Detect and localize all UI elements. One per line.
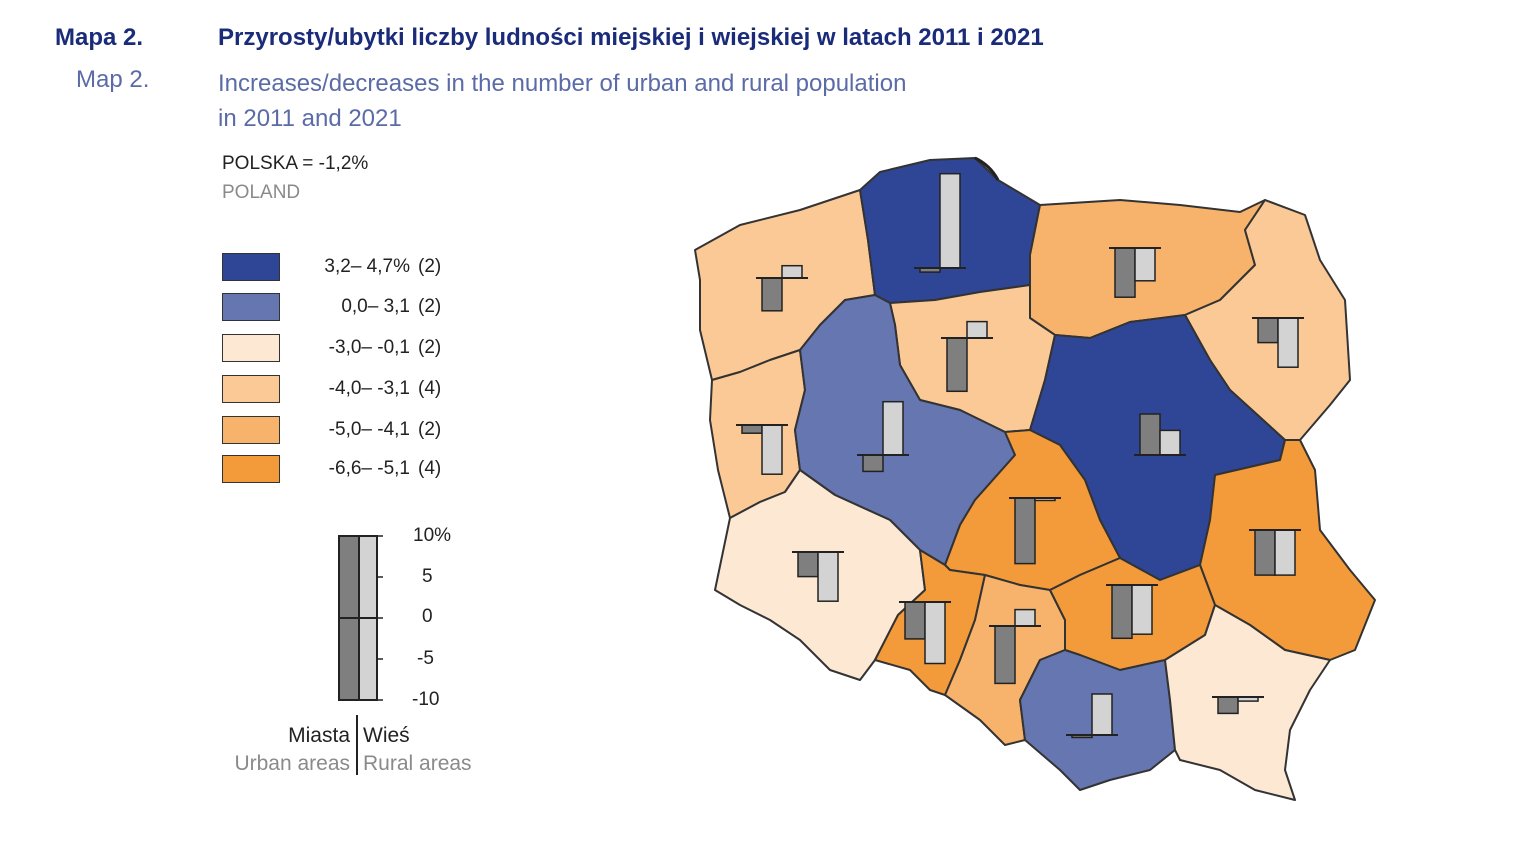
map-number-en: Map 2.: [76, 66, 150, 93]
rural-bar: [1274, 529, 1296, 576]
bars-slaskie: [989, 608, 1041, 685]
scale-tick: 0: [422, 606, 433, 627]
rural-bar: [781, 264, 803, 279]
rural-bar: [1134, 247, 1156, 282]
map-number-pl: Mapa 2.: [55, 24, 144, 51]
legend-swatch: [222, 334, 280, 362]
rural-bar: [1159, 429, 1181, 456]
legend-swatch: [222, 455, 280, 483]
legend-swatch: [222, 416, 280, 444]
urban-bar: [1114, 247, 1136, 298]
map-title-pl: Przyrosty/ubytki liczby ludności miejski…: [218, 24, 1044, 51]
rural-bar: [761, 424, 783, 475]
legend-range: 3,2– 4,7%: [324, 256, 410, 277]
bars-dolnoslaskie: [792, 551, 844, 602]
legend-count: (2): [418, 419, 442, 440]
region-podkarpackie: [1164, 604, 1331, 801]
urban-bar: [862, 454, 884, 473]
urban-bar: [1111, 584, 1133, 640]
scale-tick: 10%: [413, 525, 452, 546]
rural-bar: [966, 320, 988, 339]
urban-bar: [797, 551, 819, 578]
scale-bars: [338, 535, 378, 701]
urban-bar: [946, 337, 968, 393]
urban-bar: [1014, 497, 1036, 565]
urban-caption-en: Urban areas: [234, 752, 350, 775]
map-title-en-line1: Increases/decreases in the number of urb…: [218, 70, 907, 97]
legend-count: (4): [418, 378, 442, 399]
urban-bar: [1257, 317, 1279, 344]
urban-bar: [904, 601, 926, 640]
bars-podkarpackie: [1212, 696, 1264, 715]
map-title-en-line2: in 2011 and 2021: [218, 105, 402, 132]
rural-bar: [939, 172, 961, 269]
legend-range: -6,6– -5,1: [328, 458, 410, 479]
urban-bar: [994, 625, 1016, 685]
legend-range: -4,0– -3,1: [328, 378, 410, 399]
bars-opolskie: [899, 601, 951, 665]
legend-range: -5,0– -4,1: [328, 419, 410, 440]
rural-bar: [1277, 317, 1299, 368]
bars-podlaskie: [1252, 317, 1304, 368]
legend-count: (2): [418, 256, 442, 277]
rural-bar: [1014, 608, 1036, 627]
legend-range: -3,0– -0,1: [328, 337, 410, 358]
bars-mazowieckie: [1134, 413, 1186, 456]
scale-tick: -10: [412, 689, 440, 710]
legend-count: (2): [418, 337, 442, 358]
urban-bar: [741, 424, 763, 434]
rural-bar: [924, 601, 946, 665]
bars-lodzkie: [1009, 497, 1061, 565]
hel-peninsula: [974, 156, 1000, 181]
scale-axis: [376, 535, 383, 701]
urban-bar: [1217, 696, 1239, 715]
map-title-en: Increases/decreases in the number of urb…: [218, 66, 906, 136]
bars-swietokrzyskie: [1106, 584, 1158, 640]
national-value-en: POLAND: [222, 182, 301, 203]
rural-caption-pl: Wieś: [363, 724, 410, 747]
rural-bar: [882, 400, 904, 456]
legend-count: (2): [418, 296, 442, 317]
bars-warminsko-mazurskie: [1109, 247, 1161, 298]
legend-swatch: [222, 375, 280, 403]
bars-pomorskie: [914, 172, 966, 273]
bars-lubuskie: [736, 424, 788, 475]
bars-malopolskie: [1066, 693, 1118, 739]
national-value: POLSKA = -1,2%: [222, 153, 369, 174]
scale-tick: 5: [422, 566, 433, 587]
legend-swatch: [222, 293, 280, 321]
urban-bar: [761, 277, 783, 312]
scale-divider: [356, 715, 358, 775]
legend-range: 0,0– 3,1: [341, 296, 410, 317]
urban-bar: [1254, 529, 1276, 576]
bars-wielkopolskie: [857, 400, 909, 473]
rural-bar: [817, 551, 839, 602]
bars-zachodniopomorskie: [756, 264, 808, 312]
rural-bar: [1131, 584, 1153, 635]
bars-kujawsko-pomorskie: [941, 320, 993, 393]
bars-lubelskie: [1249, 529, 1301, 576]
legend-count: (4): [418, 458, 442, 479]
urban-bar: [1139, 413, 1161, 456]
rural-caption-en: Rural areas: [363, 752, 472, 775]
legend-swatch: [222, 253, 280, 281]
scale-tick: -5: [417, 648, 434, 669]
urban-caption-pl: Miasta: [288, 724, 350, 747]
rural-bar: [1091, 693, 1113, 736]
